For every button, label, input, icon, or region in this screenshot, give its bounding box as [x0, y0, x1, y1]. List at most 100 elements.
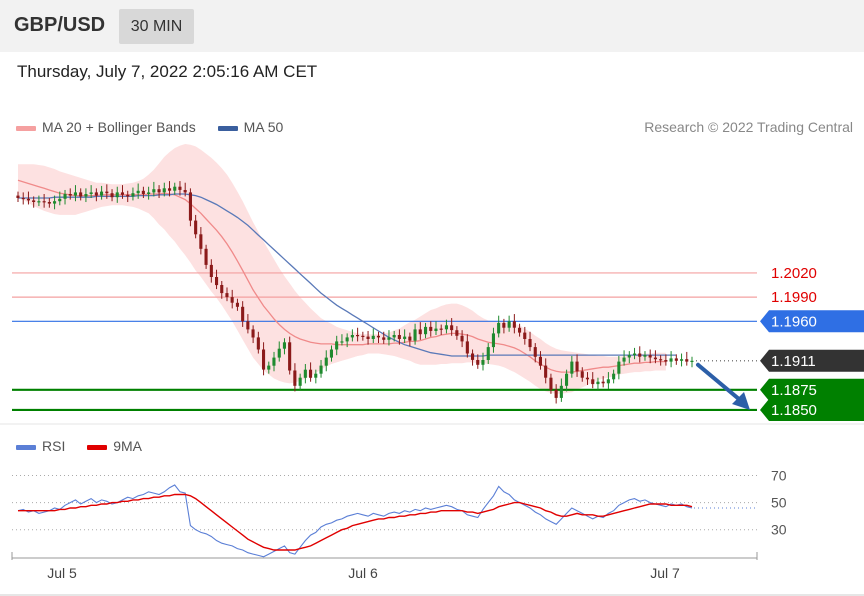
- candle: [481, 352, 485, 371]
- candle-body: [84, 194, 88, 197]
- candle-body: [241, 306, 245, 322]
- candle-body: [497, 322, 501, 334]
- candle-body: [309, 369, 313, 378]
- candle-body: [157, 189, 161, 193]
- level-label-1.1911: 1.1911: [771, 353, 816, 370]
- candle: [685, 351, 689, 366]
- candle-body: [434, 328, 438, 331]
- candle: [538, 351, 542, 370]
- candle: [361, 331, 365, 341]
- candle: [340, 334, 344, 346]
- candle-body: [533, 347, 537, 357]
- candle: [21, 192, 25, 205]
- candle-body: [565, 373, 569, 386]
- candle-body: [319, 365, 323, 374]
- level-label-1.2020: 1.2020: [771, 265, 817, 282]
- candle: [329, 345, 333, 362]
- candle: [491, 327, 495, 353]
- candle-body: [408, 336, 412, 341]
- candle: [282, 338, 286, 355]
- candle-body: [622, 357, 626, 362]
- candle-body: [298, 377, 302, 386]
- candle-body: [47, 202, 51, 204]
- candle-body: [424, 326, 428, 335]
- projection-arrow-head: [732, 391, 750, 410]
- rsi-tick-30: 30: [771, 522, 787, 538]
- candle-body: [147, 192, 151, 194]
- candle-body: [617, 361, 621, 374]
- candle: [622, 350, 626, 366]
- candle: [570, 355, 574, 378]
- candle-body: [371, 335, 375, 339]
- candle-body: [230, 297, 234, 303]
- candle: [653, 350, 657, 364]
- candle: [612, 369, 616, 384]
- candle: [235, 298, 239, 311]
- candle: [32, 196, 36, 208]
- candle-body: [638, 353, 642, 357]
- candle: [659, 355, 663, 366]
- candle: [497, 315, 501, 338]
- candle-body: [570, 361, 574, 374]
- candle-body: [627, 355, 631, 358]
- candle-body: [314, 373, 318, 378]
- candle: [450, 318, 454, 336]
- candle-body: [168, 188, 172, 191]
- candle: [73, 185, 77, 202]
- candle: [408, 332, 412, 347]
- legend-label-rsi: RSI: [42, 438, 66, 454]
- candle-body: [256, 337, 260, 350]
- candle: [528, 331, 532, 352]
- candle-body: [559, 385, 563, 398]
- candle-body: [37, 201, 41, 203]
- candle-body: [26, 198, 30, 201]
- candle: [42, 193, 46, 208]
- x-axis: Jul 5 Jul 6 Jul 7: [11, 552, 758, 581]
- candle: [199, 227, 203, 255]
- candle: [591, 372, 595, 389]
- candle: [136, 183, 140, 199]
- candle-body: [397, 335, 401, 339]
- candle-body: [612, 373, 616, 380]
- legend-item-9ma: 9MA: [87, 438, 142, 454]
- candle-body: [502, 322, 506, 328]
- candle-body: [335, 341, 339, 350]
- candle: [241, 301, 245, 327]
- candle: [424, 322, 428, 339]
- candle-body: [643, 355, 647, 357]
- candle-body: [204, 248, 208, 265]
- candle-body: [68, 194, 72, 196]
- candle: [486, 343, 490, 365]
- candle-body: [538, 356, 542, 366]
- timeframe-badge[interactable]: 30 MIN: [119, 9, 194, 44]
- rsi-legend: RSI 9MA: [16, 438, 160, 454]
- candle-body: [471, 353, 475, 360]
- candle-body: [21, 198, 25, 200]
- candle: [434, 321, 438, 336]
- legend-item-rsi: RSI: [16, 438, 65, 454]
- candle: [403, 329, 407, 344]
- candle-body: [16, 195, 20, 198]
- candle-body: [329, 349, 333, 358]
- candle: [345, 333, 349, 348]
- candle: [648, 349, 652, 364]
- candle-body: [136, 190, 140, 194]
- candle: [110, 189, 114, 202]
- candle: [674, 354, 678, 365]
- candle: [272, 351, 276, 372]
- candle: [444, 319, 448, 334]
- level-tag-1.1960: [760, 310, 864, 333]
- candle: [601, 376, 605, 388]
- legend-swatch-9ma: [87, 444, 108, 450]
- candle-body: [272, 357, 276, 366]
- candle: [335, 335, 339, 356]
- candle-body: [89, 192, 93, 194]
- candle-body: [387, 337, 391, 340]
- candle-body: [277, 348, 281, 358]
- candle-body: [580, 371, 584, 378]
- candle: [638, 346, 642, 363]
- candle-body: [126, 194, 130, 197]
- candle-body: [235, 302, 239, 307]
- candle: [89, 185, 93, 199]
